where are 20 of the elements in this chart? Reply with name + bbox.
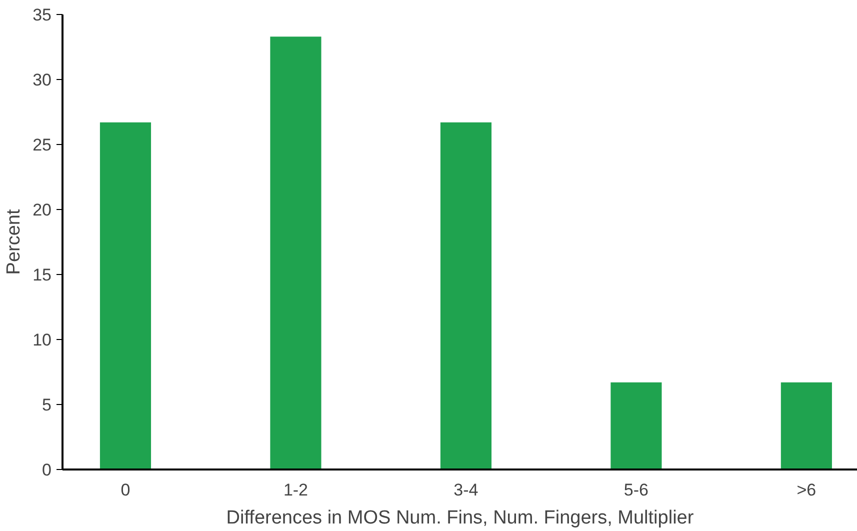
x-tick-label: >6 — [796, 480, 816, 500]
bar — [270, 36, 322, 470]
y-tick-label: 25 — [32, 136, 52, 154]
y-axis-title: Percent — [4, 208, 25, 275]
x-tick-label: 1-2 — [283, 480, 308, 500]
y-tick-label: 10 — [32, 330, 52, 350]
y-tick-label: 15 — [32, 266, 52, 284]
bar — [610, 382, 662, 470]
bar — [780, 382, 832, 470]
y-tick-label: 0 — [42, 460, 52, 480]
bar — [440, 122, 492, 470]
x-tick-label: 3-4 — [454, 480, 478, 500]
y-tick-label: 20 — [32, 200, 52, 220]
y-tick-label: 35 — [32, 6, 52, 24]
y-tick-label: 30 — [32, 70, 52, 90]
x-tick-label: 5-6 — [624, 480, 648, 500]
x-axis-title: Differences in MOS Num. Fins, Num. Fingers, Multiplier — [226, 508, 694, 528]
bar — [100, 122, 152, 470]
y-tick-label: 5 — [42, 396, 52, 414]
x-tick-label: 0 — [120, 480, 130, 500]
